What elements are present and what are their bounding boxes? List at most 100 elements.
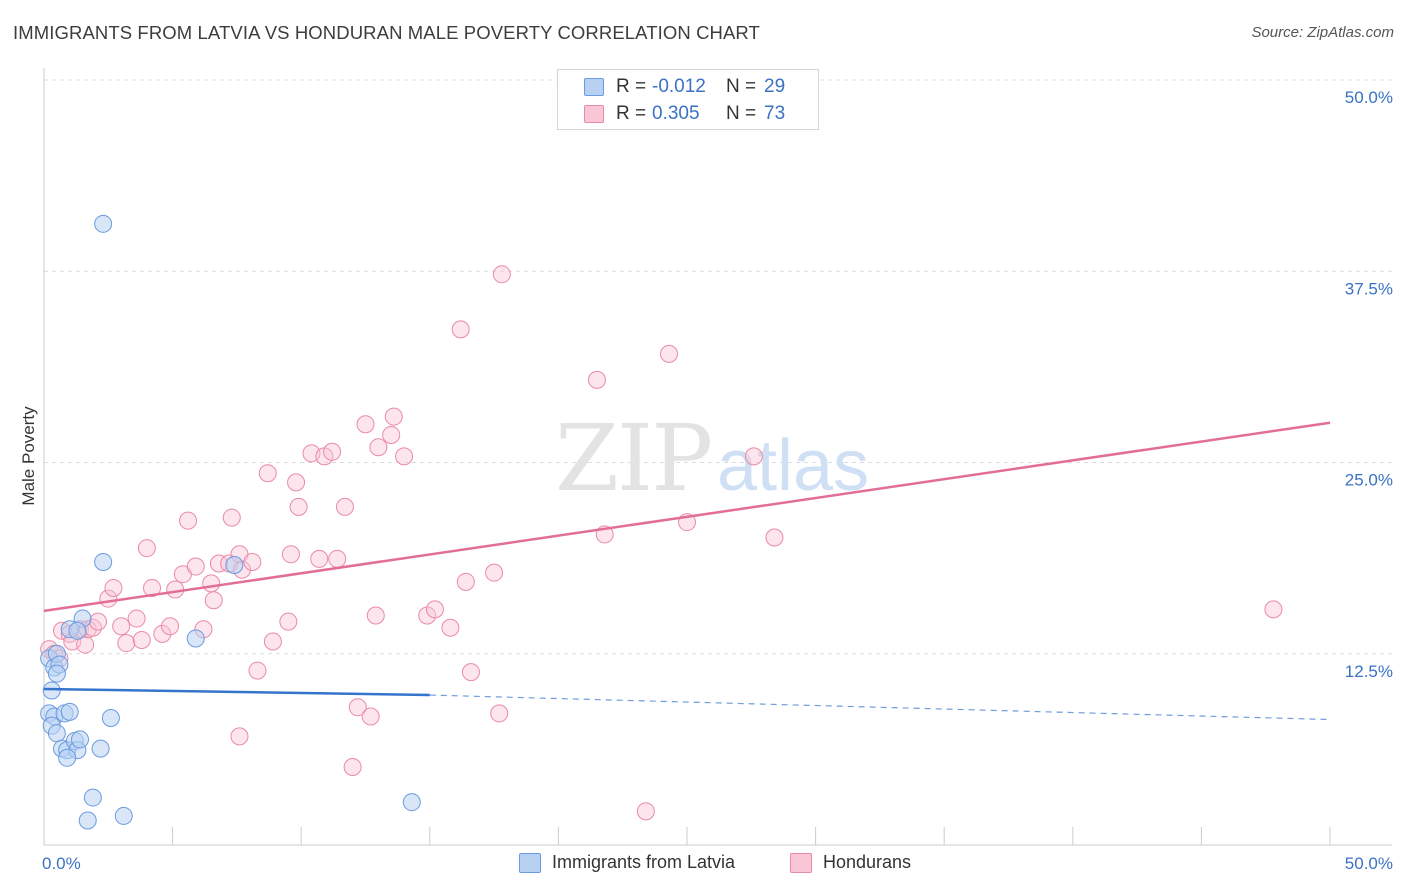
latvia-point xyxy=(91,739,110,758)
legend-item-latvia[interactable]: Immigrants from Latvia xyxy=(519,852,735,873)
hondurans-point xyxy=(382,425,401,444)
hondurans-swatch xyxy=(790,852,812,873)
hondurans-point xyxy=(395,447,414,466)
n-label: N = xyxy=(726,76,757,97)
correlation-legend: R = -0.012 N = 29 R = 0.305 N = 73 xyxy=(557,69,819,130)
hondurans-point xyxy=(587,370,606,389)
hondurans-point xyxy=(328,549,347,568)
y-tick-label: 12.5% xyxy=(1345,662,1393,681)
hondurans-point xyxy=(441,618,460,637)
hondurans-point xyxy=(263,632,282,651)
hondurans-point xyxy=(289,497,308,516)
hondurans-point xyxy=(248,661,267,680)
chart-title: IMMIGRANTS FROM LATVIA VS HONDURAN MALE … xyxy=(13,22,760,43)
hondurans-point xyxy=(744,447,763,466)
latvia-point xyxy=(94,214,113,233)
latvia-point xyxy=(78,811,97,830)
latvia-swatch xyxy=(519,852,541,873)
hondurans-point xyxy=(765,528,784,547)
latvia-point xyxy=(58,748,77,767)
y-tick-label: 37.5% xyxy=(1345,279,1393,298)
hondurans-point xyxy=(451,320,470,339)
x-tick-label: 0.0% xyxy=(42,854,81,873)
latvia-point xyxy=(68,621,87,640)
latvia-point xyxy=(47,664,66,683)
hondurans-point xyxy=(76,635,95,654)
r-value: 0.305 xyxy=(652,103,700,124)
latvia-trend-line xyxy=(43,687,430,697)
hondurans-point xyxy=(243,552,262,571)
hondurans-point xyxy=(287,473,306,492)
hondurans-point xyxy=(186,557,205,576)
n-label: N = xyxy=(726,103,757,124)
hondurans-point xyxy=(369,438,388,457)
hondurans-point xyxy=(279,612,298,631)
y-axis-labels: 12.5% 25.0% 37.5% 50.0% xyxy=(1345,88,1393,681)
hondurans-point xyxy=(137,539,156,558)
hondurans-point xyxy=(117,634,136,653)
hondurans-point xyxy=(310,549,329,568)
hondurans-point xyxy=(281,545,300,564)
latvia-point xyxy=(60,702,79,721)
latvia-point xyxy=(83,788,102,807)
hondurans-point xyxy=(89,612,108,631)
hondurans-point xyxy=(161,617,180,636)
latvia-point xyxy=(47,724,66,743)
gridlines xyxy=(44,79,1392,655)
r-label: R = xyxy=(616,76,647,97)
hondurans-point xyxy=(153,624,172,643)
hondurans-point xyxy=(127,609,146,628)
hondurans-point xyxy=(425,600,444,619)
hondurans-point xyxy=(366,606,385,625)
y-tick-label: 50.0% xyxy=(1345,88,1393,107)
hondurans-point xyxy=(258,464,277,483)
latvia-point xyxy=(225,556,244,575)
trend-lines xyxy=(43,421,1331,721)
watermark-zip: ZIP xyxy=(555,405,711,512)
hondurans-point xyxy=(132,630,151,649)
hondurans-point xyxy=(112,617,131,636)
x-axis-labels: 0.0% 50.0% xyxy=(42,854,1393,873)
y-tick-label: 25.0% xyxy=(1345,471,1393,490)
latvia-points xyxy=(40,214,421,830)
hondurans-point xyxy=(636,802,655,821)
hondurans-point xyxy=(492,265,511,284)
legend-row-latvia: R = -0.012 N = 29 xyxy=(584,75,785,99)
hondurans-point xyxy=(230,727,249,746)
legend-row-hondurans: R = 0.305 N = 73 xyxy=(584,102,785,126)
hondurans-points xyxy=(40,265,1283,821)
hondurans-point xyxy=(348,698,367,717)
legend-item-hondurans[interactable]: Hondurans xyxy=(790,852,911,873)
hondurans-point xyxy=(143,578,162,597)
y-axis-title: Male Poverty xyxy=(19,406,38,506)
hondurans-point xyxy=(1264,600,1283,619)
hondurans-point xyxy=(490,704,509,723)
x-tick-label: 50.0% xyxy=(1345,854,1393,873)
hondurans-point xyxy=(343,757,362,776)
hondurans-point xyxy=(104,578,123,597)
hondurans-point xyxy=(323,442,342,461)
hondurans-trend-line xyxy=(43,421,1331,613)
source-label: Source: ZipAtlas.com xyxy=(1251,24,1394,41)
r-label: R = xyxy=(616,103,647,124)
latvia-point xyxy=(114,806,133,825)
hondurans-point xyxy=(461,663,480,682)
hondurans-swatch xyxy=(584,105,604,123)
hondurans-point xyxy=(335,497,354,516)
legend-label-hondurans: Hondurans xyxy=(823,852,912,872)
latvia-swatch xyxy=(584,78,604,96)
legend-label-latvia: Immigrants from Latvia xyxy=(552,852,736,872)
hondurans-point xyxy=(456,572,475,591)
latvia-point xyxy=(186,629,205,648)
latvia-point xyxy=(71,730,90,749)
series-legend: Immigrants from Latvia Hondurans xyxy=(0,852,1406,878)
latvia-point xyxy=(402,793,421,812)
hondurans-point xyxy=(485,563,504,582)
latvia-point xyxy=(94,552,113,571)
n-value: 29 xyxy=(764,76,786,97)
hondurans-point xyxy=(222,508,241,527)
hondurans-point xyxy=(356,415,375,434)
hondurans-point xyxy=(361,707,380,726)
hondurans-point xyxy=(659,344,678,363)
r-value: -0.012 xyxy=(652,76,706,97)
